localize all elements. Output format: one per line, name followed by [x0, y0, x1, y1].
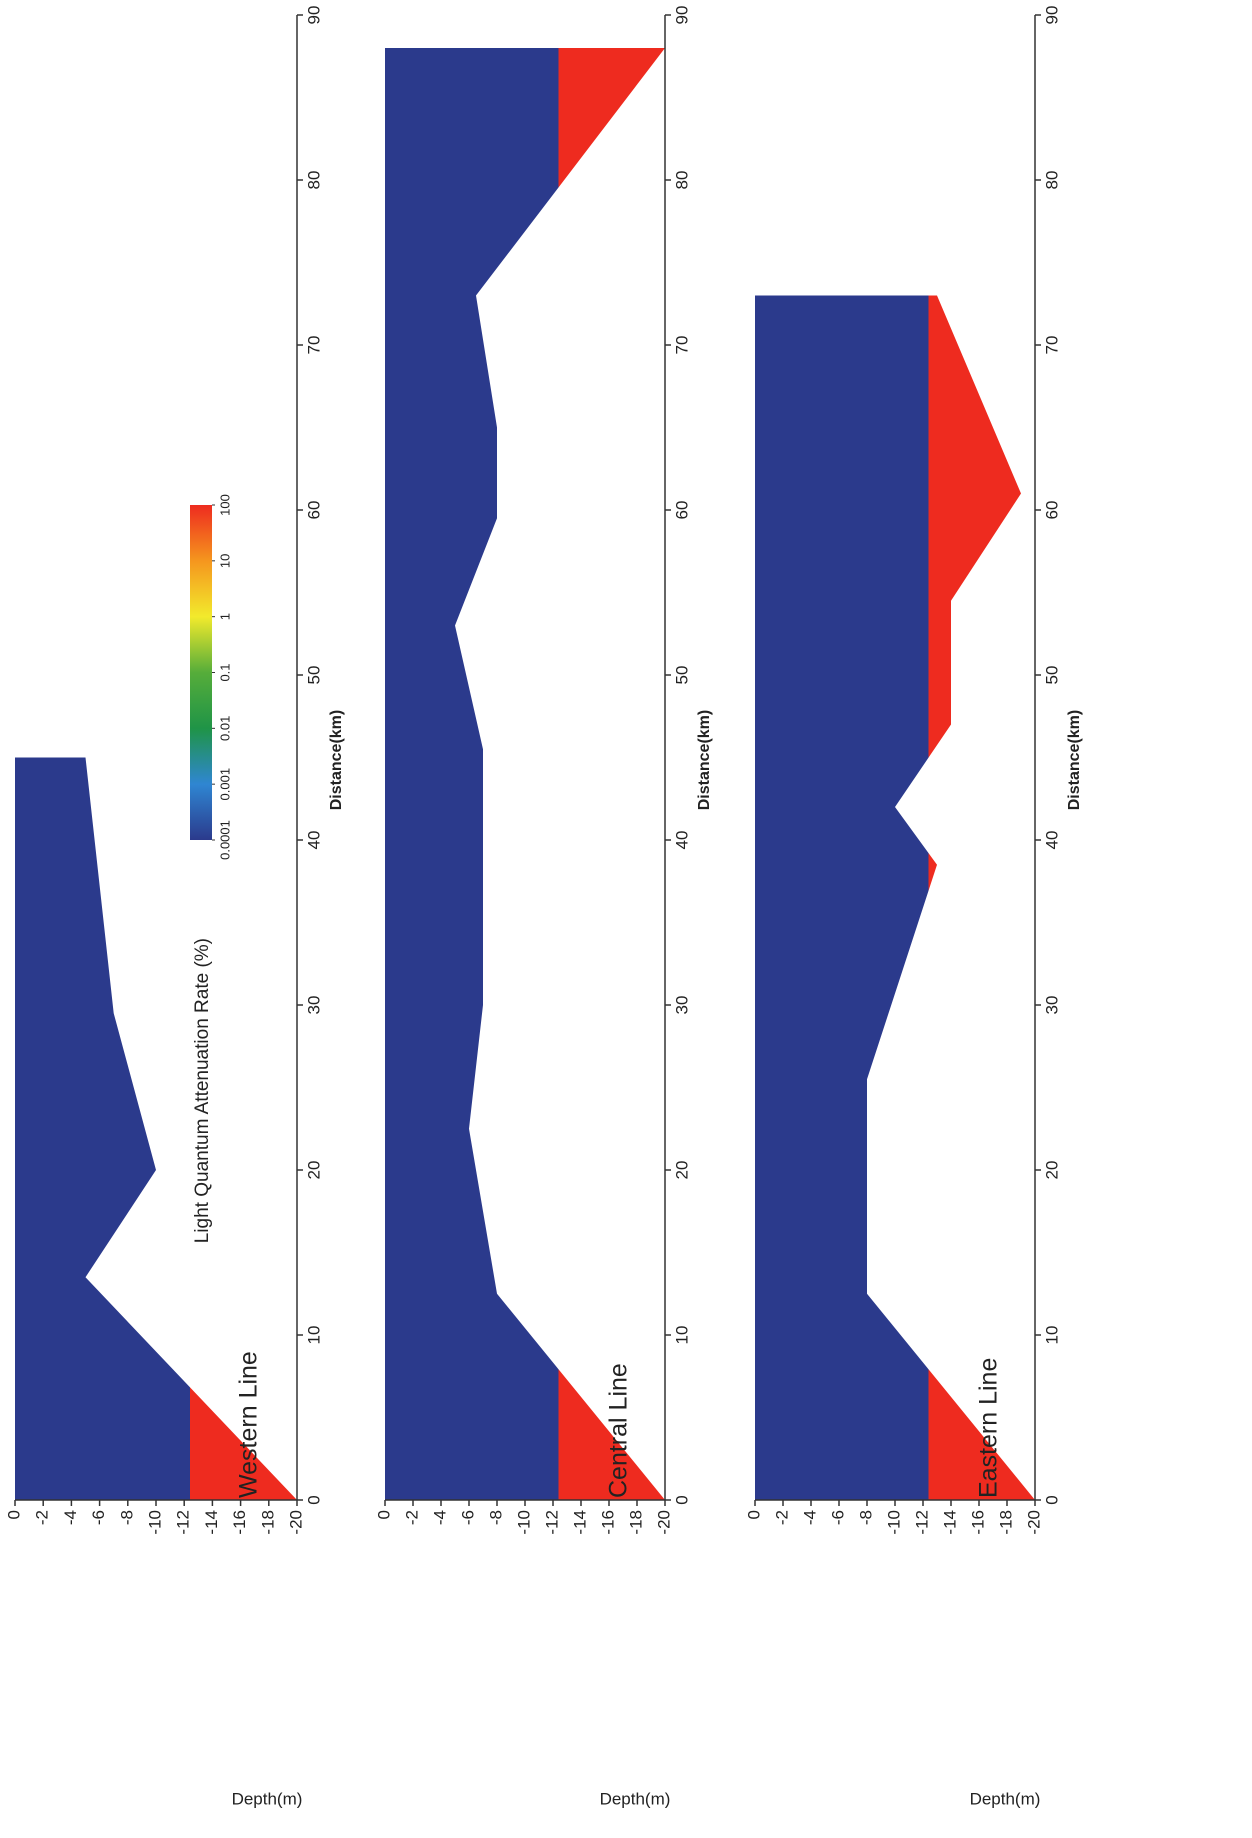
- x-tick-label: 10: [304, 1326, 323, 1345]
- y-tick-label: -16: [230, 1510, 249, 1535]
- y-tick-label: -18: [996, 1510, 1015, 1535]
- x-tick-label: 30: [304, 996, 323, 1015]
- y-tick-label: -14: [202, 1510, 221, 1535]
- y-tick-label: -12: [174, 1510, 193, 1535]
- y-tick-label: -10: [514, 1510, 533, 1535]
- x-tick-label: 60: [304, 501, 323, 520]
- colorbar-tick-label: 0.0001: [217, 820, 232, 860]
- x-tick-label: 30: [672, 996, 691, 1015]
- y-tick-label: -20: [286, 1510, 305, 1535]
- y-tick-label: -10: [884, 1510, 903, 1535]
- y-tick-label: -8: [117, 1510, 136, 1525]
- panel-title: Central Line: [605, 1363, 633, 1498]
- x-tick-label: 50: [672, 666, 691, 685]
- y-tick-label: -2: [402, 1510, 421, 1525]
- x-tick-label: 90: [1042, 6, 1061, 25]
- y-tick-label: -6: [89, 1510, 108, 1525]
- x-tick-label: 20: [304, 1161, 323, 1180]
- y-tick-label: -14: [940, 1510, 959, 1535]
- water-section: [15, 757, 297, 1500]
- panel-title: Eastern Line: [975, 1358, 1003, 1498]
- y-tick-label: -4: [61, 1510, 80, 1525]
- x-tick-label: 80: [304, 171, 323, 190]
- x-tick-label: 70: [304, 336, 323, 355]
- x-tick-label: 10: [672, 1326, 691, 1345]
- colorbar-tick-label: 0.01: [217, 716, 232, 741]
- y-tick-label: -18: [626, 1510, 645, 1535]
- y-axis-label: Depth(m): [232, 1789, 303, 1808]
- colorbar-tick-label: 1: [217, 613, 232, 620]
- x-axis-label: Distance(km): [696, 710, 713, 810]
- x-tick-label: 70: [672, 336, 691, 355]
- y-tick-label: -6: [828, 1510, 847, 1525]
- colorbar: [190, 505, 212, 840]
- x-tick-label: 80: [672, 171, 691, 190]
- y-tick-label: -20: [1024, 1510, 1043, 1535]
- y-tick-label: -2: [33, 1510, 52, 1525]
- y-tick-label: 0: [4, 1510, 23, 1519]
- y-tick-label: -8: [486, 1510, 505, 1525]
- x-tick-label: 10: [1042, 1326, 1061, 1345]
- x-tick-label: 20: [1042, 1161, 1061, 1180]
- y-tick-label: 0: [374, 1510, 393, 1519]
- y-tick-label: -8: [856, 1510, 875, 1525]
- x-tick-label: 0: [1042, 1495, 1061, 1504]
- x-tick-label: 40: [304, 831, 323, 850]
- x-axis-label: Distance(km): [328, 710, 345, 810]
- x-tick-label: 0: [672, 1495, 691, 1504]
- x-tick-label: 20: [672, 1161, 691, 1180]
- water-section: [755, 295, 1035, 1500]
- x-tick-label: 50: [304, 666, 323, 685]
- panel-title: Western Line: [235, 1351, 263, 1498]
- x-axis-label: Distance(km): [1066, 710, 1083, 810]
- x-tick-label: 70: [1042, 336, 1061, 355]
- y-tick-label: -16: [968, 1510, 987, 1535]
- colorbar-title: Light Quantum Attenuation Rate (%): [192, 938, 213, 1243]
- water-section: [385, 48, 665, 1500]
- y-tick-label: -14: [570, 1510, 589, 1535]
- colorbar-tick-label: 0.001: [217, 768, 232, 801]
- x-tick-label: 80: [1042, 171, 1061, 190]
- y-tick-label: 0: [744, 1510, 763, 1519]
- y-tick-label: -20: [654, 1510, 673, 1535]
- x-tick-label: 30: [1042, 996, 1061, 1015]
- y-tick-label: -2: [772, 1510, 791, 1525]
- y-tick-label: -6: [458, 1510, 477, 1525]
- x-tick-label: 60: [672, 501, 691, 520]
- colorbar-tick-label: 0.1: [217, 663, 232, 681]
- y-tick-label: -4: [430, 1510, 449, 1525]
- y-axis-label: Depth(m): [600, 1789, 671, 1808]
- x-tick-label: 50: [1042, 666, 1061, 685]
- y-tick-label: -12: [542, 1510, 561, 1535]
- y-tick-label: -16: [598, 1510, 617, 1535]
- y-tick-label: -18: [258, 1510, 277, 1535]
- x-tick-label: 40: [1042, 831, 1061, 850]
- y-tick-label: -12: [912, 1510, 931, 1535]
- x-tick-label: 0: [304, 1495, 323, 1504]
- x-tick-label: 60: [1042, 501, 1061, 520]
- y-axis-label: Depth(m): [970, 1789, 1041, 1808]
- y-tick-label: -10: [145, 1510, 164, 1535]
- y-tick-label: -4: [800, 1510, 819, 1525]
- colorbar-tick-label: 10: [217, 554, 232, 568]
- colorbar-tick-label: 100: [217, 494, 232, 516]
- x-tick-label: 90: [672, 6, 691, 25]
- x-tick-label: 90: [304, 6, 323, 25]
- x-tick-label: 40: [672, 831, 691, 850]
